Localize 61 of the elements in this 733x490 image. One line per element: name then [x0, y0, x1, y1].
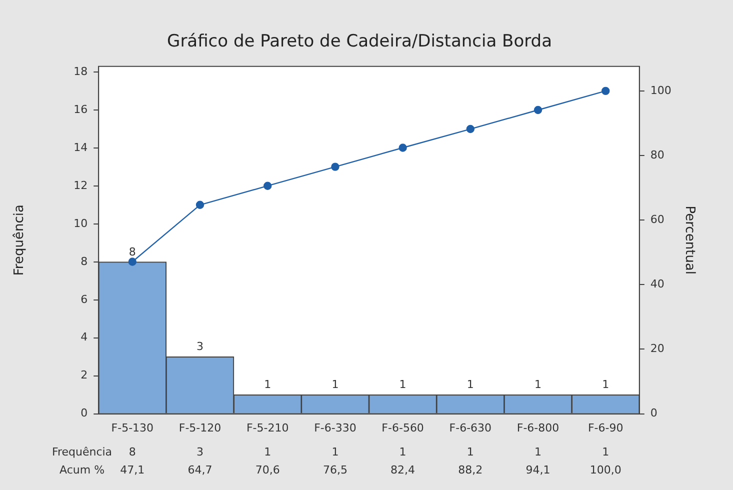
x-tick-label: F-6-560	[382, 421, 424, 434]
x-tick-label: F-6-90	[588, 421, 624, 434]
data-label: 82,4	[390, 464, 416, 477]
y2-axis-title: Percentual	[682, 206, 697, 274]
y2-tick-label: 100	[650, 84, 672, 97]
y-tick-label: 16	[74, 102, 88, 116]
data-label: 1	[332, 446, 339, 459]
text: 1	[602, 378, 610, 392]
y2-tick-label: 20	[650, 342, 664, 356]
y-tick-label: 8	[80, 254, 88, 268]
point	[398, 144, 407, 152]
y-tick-label: 0	[80, 406, 88, 420]
y-axis-title: Frequência	[12, 204, 28, 276]
text: Acum %	[59, 464, 105, 477]
point	[466, 124, 474, 134]
chart-title: Gráfico de Pareto de Cadeira/Distancia Borda	[167, 32, 552, 52]
x-tick-label: F-6-630	[449, 421, 492, 434]
data-label: 47,1	[120, 464, 145, 477]
y2-tick-label: 80	[650, 148, 664, 162]
text: 3	[196, 340, 204, 354]
text: 1	[399, 378, 406, 392]
data-label: 76,5	[322, 464, 348, 477]
text: Frequência	[52, 446, 112, 459]
data-label: 88,2	[458, 464, 483, 477]
text: 1	[466, 378, 474, 392]
text: 1	[264, 378, 272, 392]
y-tick-label: 14	[74, 140, 88, 154]
data-label: 64,7	[188, 464, 212, 477]
y-tick-label: 18	[74, 64, 88, 78]
data-label: 1	[399, 446, 406, 459]
y-tick-label: 12	[74, 178, 88, 192]
x-tick-label: F-5-120	[178, 421, 222, 434]
data-label: 8	[128, 446, 136, 459]
data-label: 70,6	[255, 464, 280, 477]
data-label: 1	[264, 446, 272, 459]
text: 8	[128, 245, 136, 258]
x-tick-label: F-5-210	[246, 421, 289, 434]
y2-tick-label: 0	[650, 406, 658, 420]
data-label: 1	[602, 446, 610, 459]
x-tick-label: F-6-800	[516, 421, 560, 434]
text: 1	[534, 378, 542, 392]
data-label: 3	[196, 446, 204, 459]
y2-tick-label: 60	[650, 212, 664, 226]
text: 1	[332, 378, 339, 392]
x-tick-label: F-6-330	[314, 421, 356, 434]
point	[602, 86, 610, 96]
data-label: 100,0	[590, 464, 622, 477]
y-tick-label: 2	[80, 368, 88, 382]
data-label: 94,1	[526, 464, 550, 477]
point	[196, 200, 204, 210]
point	[534, 106, 542, 114]
y-tick-label: 10	[74, 216, 88, 230]
y-tick-label: 6	[80, 292, 88, 306]
data-label: 1	[466, 446, 474, 459]
y-tick-label: 4	[80, 330, 88, 344]
x-tick-label: F-5-130	[111, 421, 154, 434]
point	[128, 258, 136, 266]
point	[331, 162, 340, 171]
y2-tick-label: 40	[650, 278, 664, 291]
point	[264, 182, 272, 190]
data-label: 1	[534, 446, 542, 459]
